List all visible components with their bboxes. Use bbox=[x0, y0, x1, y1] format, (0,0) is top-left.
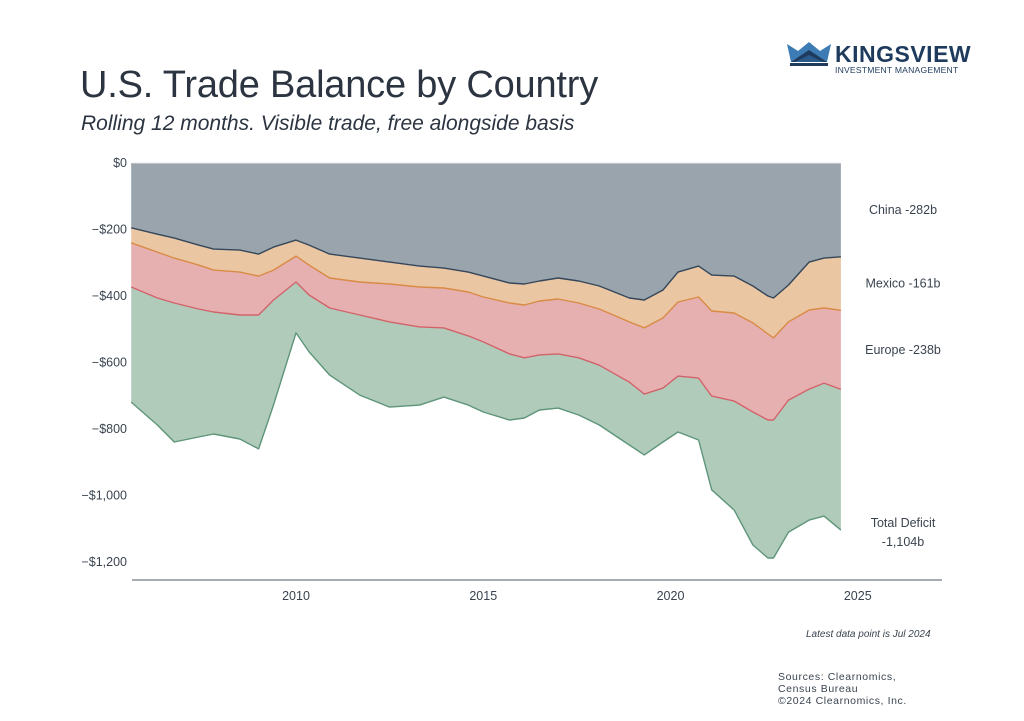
end-label-mexico: Mexico -161b bbox=[865, 277, 940, 291]
copyright: ©2024 Clearnomics, Inc. bbox=[778, 695, 907, 707]
y-tick-label: −$1,000 bbox=[81, 489, 127, 503]
y-tick-label: −$1,200 bbox=[81, 555, 127, 569]
sources-block: Sources: Clearnomics, Census Bureau ©202… bbox=[778, 671, 907, 707]
end-label-total-value: -1,104b bbox=[882, 535, 924, 549]
area-china bbox=[131, 163, 841, 300]
logo-name: KINGSVIEW bbox=[835, 41, 972, 67]
latest-data-note: Latest data point is Jul 2024 bbox=[806, 629, 931, 640]
x-axis-ticks: 2010 2015 2020 2025 bbox=[282, 589, 872, 603]
x-tick-label: 2015 bbox=[469, 589, 497, 603]
y-tick-label: −$600 bbox=[92, 356, 127, 370]
y-axis-ticks: $0 −$200 −$400 −$600 −$800 −$1,000 −$1,200 bbox=[81, 156, 127, 569]
kingsview-logo: KINGSVIEW INVESTMENT MANAGEMENT bbox=[787, 38, 971, 78]
y-tick-label: −$400 bbox=[92, 289, 127, 303]
y-tick-label: −$800 bbox=[92, 422, 127, 436]
page-title: U.S. Trade Balance by Country bbox=[80, 64, 599, 106]
page-subtitle: Rolling 12 months. Visible trade, free a… bbox=[81, 112, 575, 135]
logo-tagline: INVESTMENT MANAGEMENT bbox=[835, 65, 959, 75]
line-china bbox=[131, 227, 841, 301]
area-mexico bbox=[131, 227, 841, 338]
end-label-europe: Europe -238b bbox=[865, 343, 941, 357]
y-tick-label: $0 bbox=[113, 156, 127, 170]
area-europe bbox=[131, 242, 841, 420]
end-label-total-deficit: Total Deficit bbox=[871, 516, 936, 530]
line-total-deficit bbox=[130, 332, 842, 559]
sources-line-2: Census Bureau bbox=[778, 683, 859, 695]
x-tick-label: 2025 bbox=[844, 589, 872, 603]
series-lines bbox=[130, 227, 842, 559]
end-label-china: China -282b bbox=[869, 203, 937, 217]
end-labels: China -282b Mexico -161b Europe -238b Total… bbox=[865, 203, 941, 549]
x-tick-label: 2020 bbox=[657, 589, 685, 603]
stacked-areas bbox=[131, 163, 841, 558]
line-mexico bbox=[130, 242, 841, 339]
y-tick-label: −$200 bbox=[92, 223, 127, 237]
line-europe bbox=[130, 281, 842, 421]
x-tick-label: 2010 bbox=[282, 589, 310, 603]
sources-line-1: Sources: Clearnomics, bbox=[778, 671, 897, 683]
crown-icon bbox=[787, 42, 831, 66]
